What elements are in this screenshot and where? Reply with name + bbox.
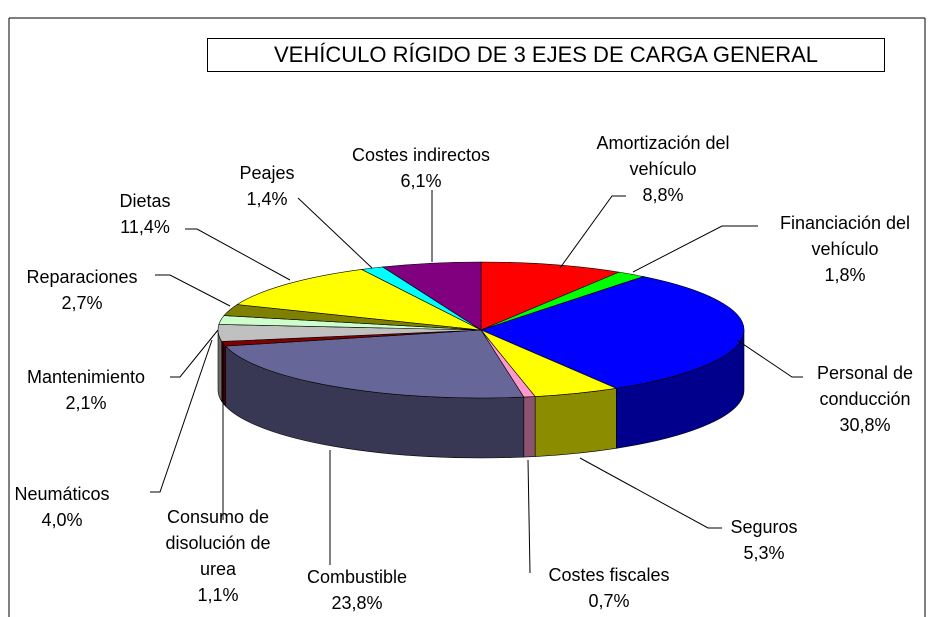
value-label: 30,8%: [839, 415, 891, 435]
slice-label: Combustible 23,8%: [287, 564, 427, 616]
slice-side: [534, 387, 617, 457]
leader-line: [527, 459, 531, 574]
category-name: Costes fiscales: [548, 565, 670, 585]
slice-label: Personal de conducción 30,8%: [800, 360, 930, 438]
slice-label: Neumáticos 4,0%: [7, 481, 117, 533]
slice: [480, 261, 621, 331]
slice-label: Seguros 5,3%: [704, 514, 824, 566]
category-name: Seguros: [730, 517, 798, 537]
slice-label: Dietas 11,4%: [105, 188, 185, 240]
value-label: 6,1%: [400, 171, 442, 191]
category-name: Mantenimiento: [26, 367, 146, 387]
slice-label: Consumo de disolución de urea 1,1%: [153, 504, 283, 608]
category-name: Combustible: [306, 567, 408, 587]
slice-label: Mantenimiento 2,1%: [11, 364, 161, 416]
category-name: Amortización del vehículo: [596, 133, 730, 179]
slice: [381, 261, 482, 331]
value-label: 1,1%: [197, 585, 239, 605]
slice: [236, 269, 482, 331]
slice-label: Peajes 1,4%: [232, 160, 302, 212]
category-name: Peajes: [239, 163, 295, 183]
leader-line: [579, 457, 722, 529]
slice-label: Costes fiscales 0,7%: [524, 562, 694, 614]
slice-side: [523, 396, 536, 458]
slice-label: Financiación del vehículo 1,8%: [755, 210, 935, 288]
slice-label: Amortización del vehículo 8,8%: [573, 130, 753, 208]
value-label: 1,8%: [824, 265, 866, 285]
leader-line: [155, 274, 231, 307]
leader-line: [559, 195, 626, 269]
value-label: 23,8%: [331, 593, 383, 613]
value-label: 2,1%: [65, 393, 107, 413]
category-name: Costes indirectos: [351, 145, 491, 165]
value-label: 11,4%: [120, 217, 170, 237]
slice-side: [221, 340, 226, 407]
value-label: 5,3%: [743, 543, 785, 563]
category-name: Personal de conducción: [816, 363, 914, 409]
value-label: 0,7%: [588, 591, 630, 611]
leader-line: [297, 197, 373, 269]
leader-line: [170, 329, 219, 378]
category-name: Reparaciones: [26, 267, 138, 287]
slice-label: Reparaciones 2,7%: [7, 264, 157, 316]
slice-label: Costes indirectos 6,1%: [331, 142, 511, 194]
category-name: Dietas: [119, 191, 171, 211]
value-label: 4,0%: [41, 510, 83, 530]
leader-line: [632, 225, 758, 273]
value-label: 8,8%: [642, 185, 684, 205]
value-label: 2,7%: [61, 293, 103, 313]
category-name: Financiación del vehículo: [779, 213, 911, 259]
leader-line: [736, 339, 803, 378]
slice: [224, 329, 525, 399]
value-label: 1,4%: [246, 189, 288, 209]
chart-title: VEHÍCULO RÍGIDO DE 3 EJES DE CARGA GENER…: [207, 38, 885, 72]
slice: [480, 276, 745, 389]
category-name: Neumáticos: [14, 484, 110, 504]
leader-line: [185, 228, 291, 281]
leader-line: [150, 339, 213, 493]
category-name: Consumo de disolución de urea: [165, 507, 271, 579]
